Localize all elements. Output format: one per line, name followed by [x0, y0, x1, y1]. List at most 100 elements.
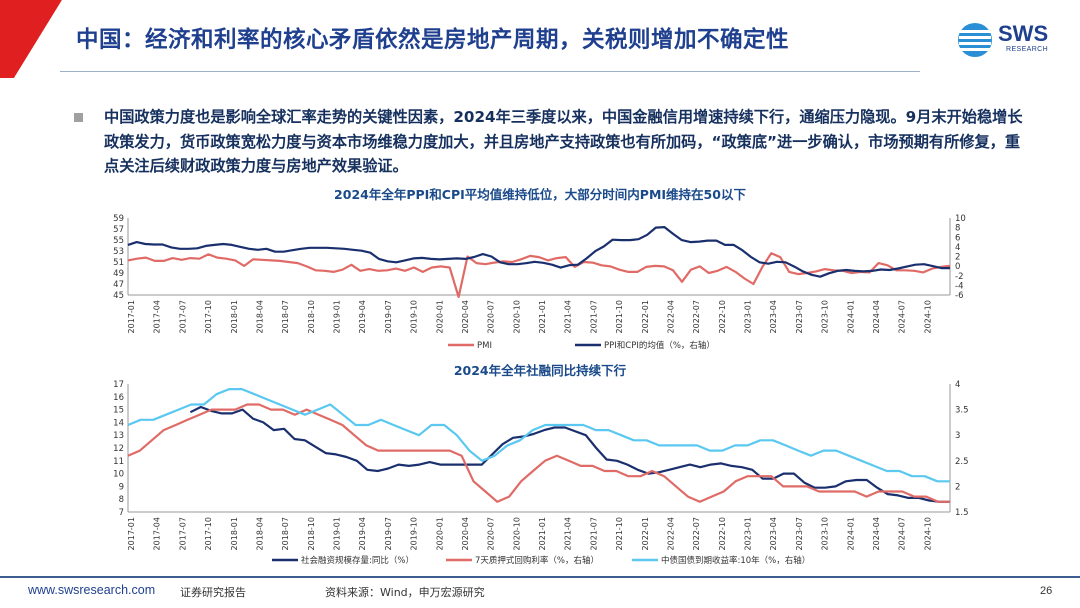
y-right-tick-label: 6 — [955, 233, 960, 243]
x-tick-label: 2021-01 — [538, 517, 547, 550]
x-tick-label: 2020-07 — [487, 300, 496, 333]
y-left-tick-label: 49 — [113, 269, 124, 279]
y-left-tick-label: 11 — [113, 457, 124, 467]
y-left-tick-label: 10 — [113, 470, 124, 480]
legend-label: 7天质押式回购利率（%，右轴） — [475, 555, 599, 566]
y-right-tick-label: 0 — [955, 262, 960, 272]
x-tick-label: 2021-04 — [564, 300, 573, 333]
chart2-title: 2024年全年社融同比持续下行 — [453, 363, 627, 378]
x-tick-label: 2024-01 — [846, 517, 855, 550]
x-tick-label: 2022-10 — [718, 300, 727, 333]
slide-header: 中国：经济和利率的核心矛盾依然是房地产周期，关税则增加不确定性 SWS RESE… — [0, 0, 1080, 78]
x-tick-label: 2021-04 — [564, 517, 573, 550]
y-left-tick-label: 53 — [113, 247, 124, 257]
y-right-tick-label: 4 — [955, 243, 960, 253]
logo-icon — [958, 23, 992, 57]
y-left-tick-label: 12 — [113, 444, 124, 454]
x-tick-label: 2023-04 — [769, 300, 778, 333]
bullet-square-icon — [74, 113, 83, 122]
x-tick-label: 2022-10 — [718, 517, 727, 550]
y-left-tick-label: 9 — [119, 482, 124, 492]
x-tick-label: 2019-10 — [410, 517, 419, 550]
y-left-tick-label: 47 — [113, 280, 124, 290]
series-line-2 — [127, 226, 950, 278]
x-tick-label: 2018-04 — [255, 517, 264, 550]
footer-doc-type: 证券研究报告 — [180, 586, 246, 599]
summary-paragraph: 中国政策力度也是影响全球汇率走势的关键性因素，2024年三季度以来，中国金融信用… — [104, 108, 1023, 175]
header-divider — [60, 71, 920, 72]
y-left-tick-label: 51 — [113, 258, 124, 268]
x-tick-label: 2022-01 — [641, 300, 650, 333]
y-right-tick-label: 10 — [955, 214, 966, 224]
x-tick-label: 2024-04 — [872, 300, 881, 333]
x-tick-label: 2024-07 — [898, 300, 907, 333]
x-tick-label: 2019-04 — [358, 517, 367, 550]
y-right-tick-label: -6 — [955, 291, 963, 301]
series-line-2 — [127, 403, 950, 503]
x-tick-label: 2018-07 — [281, 300, 290, 333]
x-tick-label: 2018-07 — [281, 517, 290, 550]
x-tick-label: 2023-07 — [795, 300, 804, 333]
x-tick-label: 2018-01 — [230, 300, 239, 333]
series-line-1 — [189, 405, 950, 503]
x-tick-label: 2018-04 — [255, 300, 264, 333]
y-left-tick-label: 17 — [113, 380, 124, 390]
x-tick-label: 2019-01 — [333, 300, 342, 333]
chart1-title: 2024年全年PPI和CPI平均值维持低位，大部分时间内PMI维持在50以下 — [334, 187, 746, 202]
x-tick-label: 2023-04 — [769, 517, 778, 550]
x-tick-label: 2017-10 — [204, 517, 213, 550]
y-right-tick-label: 4 — [955, 380, 960, 390]
x-tick-label: 2019-10 — [410, 300, 419, 333]
y-left-tick-label: 16 — [113, 393, 124, 403]
x-tick-label: 2020-07 — [487, 517, 496, 550]
y-right-tick-label: 2 — [955, 482, 960, 492]
x-tick-label: 2023-07 — [795, 517, 804, 550]
x-tick-label: 2018-01 — [230, 517, 239, 550]
x-tick-label: 2022-04 — [666, 517, 675, 550]
y-left-tick-label: 14 — [113, 418, 124, 428]
logo-subtext: RESEARCH — [1006, 46, 1049, 53]
x-tick-label: 2022-01 — [641, 517, 650, 550]
x-tick-label: 2017-04 — [153, 300, 162, 333]
series-line-1 — [127, 252, 951, 299]
x-tick-label: 2018-10 — [307, 517, 316, 550]
x-tick-label: 2023-10 — [821, 300, 830, 333]
x-tick-label: 2020-10 — [512, 300, 521, 333]
page-title: 中国：经济和利率的核心矛盾依然是房地产周期，关税则增加不确定性 — [76, 27, 790, 53]
x-tick-label: 2020-01 — [435, 517, 444, 550]
y-left-tick-label: 59 — [113, 214, 124, 224]
x-tick-label: 2023-01 — [744, 300, 753, 333]
y-left-tick-label: 8 — [119, 495, 124, 505]
x-tick-label: 2023-01 — [744, 517, 753, 550]
legend-label: 社会融资规模存量:同比（%） — [301, 555, 414, 566]
x-tick-label: 2022-07 — [692, 300, 701, 333]
x-tick-label: 2021-07 — [589, 300, 598, 333]
x-tick-label: 2021-10 — [615, 517, 624, 550]
x-tick-label: 2024-01 — [846, 300, 855, 333]
header-accent-shape — [0, 0, 70, 78]
y-right-tick-label: 2.5 — [955, 457, 969, 467]
x-tick-label: 2017-07 — [178, 517, 187, 550]
y-left-tick-label: 15 — [113, 406, 124, 416]
y-left-tick-label: 55 — [113, 236, 124, 246]
y-right-tick-label: 1.5 — [955, 508, 969, 518]
y-right-tick-label: 2 — [955, 253, 960, 263]
x-tick-label: 2021-01 — [538, 300, 547, 333]
x-tick-label: 2020-10 — [512, 517, 521, 550]
x-tick-label: 2022-07 — [692, 517, 701, 550]
y-right-tick-label: 3.5 — [955, 406, 969, 416]
page-number: 26 — [1040, 585, 1053, 597]
y-right-tick-label: -4 — [955, 281, 963, 291]
sws-logo: SWS RESEARCH — [956, 20, 1060, 64]
footer-url-link[interactable]: www.swsresearch.com — [28, 583, 156, 597]
x-tick-label: 2021-07 — [589, 517, 598, 550]
x-tick-label: 2020-04 — [461, 517, 470, 550]
y-left-tick-label: 45 — [113, 291, 124, 301]
x-tick-label: 2017-10 — [204, 300, 213, 333]
x-tick-label: 2024-10 — [923, 300, 932, 333]
x-tick-label: 2020-04 — [461, 300, 470, 333]
legend-label: 中债国债到期收益率:10年（%，右轴） — [661, 555, 810, 566]
legend-label: PMI — [477, 341, 492, 351]
